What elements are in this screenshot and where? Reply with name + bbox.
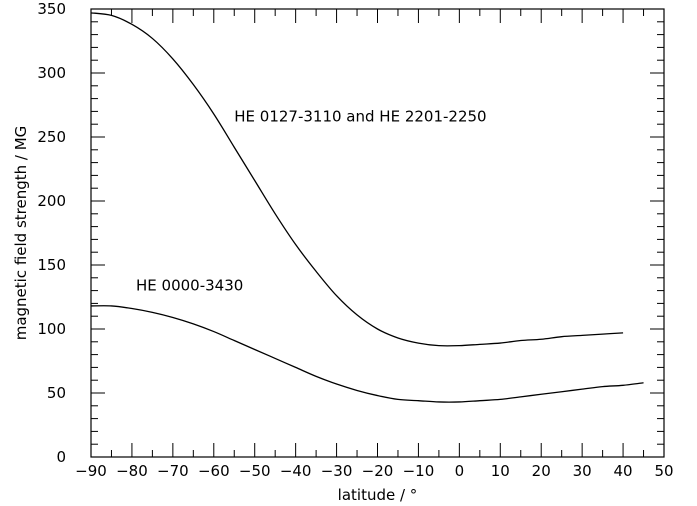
x-tick-label: −80 xyxy=(116,462,148,480)
x-tick-label: −10 xyxy=(403,462,435,480)
x-tick-label: 50 xyxy=(654,462,673,480)
x-tick-label: 0 xyxy=(455,462,465,480)
y-tick-label: 0 xyxy=(56,448,66,466)
x-tick-label: −70 xyxy=(157,462,189,480)
series-annotation-1: HE 0127-3110 and HE 2201-2250 xyxy=(234,108,486,126)
x-tick-label: −90 xyxy=(75,462,107,480)
x-tick-label: −50 xyxy=(239,462,271,480)
x-tick-label: −60 xyxy=(198,462,230,480)
x-tick-label: −20 xyxy=(362,462,394,480)
y-tick-label: 350 xyxy=(37,0,66,18)
x-tick-label: 20 xyxy=(532,462,551,480)
y-tick-label: 150 xyxy=(37,256,66,274)
y-tick-label: 300 xyxy=(37,64,66,82)
x-tick-label: 30 xyxy=(573,462,592,480)
y-tick-label: 250 xyxy=(37,128,66,146)
x-tick-label: 40 xyxy=(614,462,633,480)
series-line-2 xyxy=(90,305,644,403)
y-tick-labels: 0 50 100 150 200 250 300 350 xyxy=(37,0,66,466)
series-lines xyxy=(90,12,644,403)
y-axis-label: magnetic field strength / MG xyxy=(12,126,30,341)
x-tick-label: 10 xyxy=(491,462,510,480)
x-tick-labels: −90 −80 −70 −60 −50 −40 −30 −20 −10 0 10 20 30 40 50 xyxy=(75,462,673,480)
annotations: HE 0127-3110 and HE 2201-2250 HE 0000-343… xyxy=(136,108,487,295)
minor-ticks xyxy=(91,9,664,457)
y-tick-label: 100 xyxy=(37,320,66,338)
x-tick-label: −40 xyxy=(280,462,312,480)
y-tick-label: 200 xyxy=(37,192,66,210)
x-axis-label: latitude / ° xyxy=(338,486,418,504)
x-tick-label: −30 xyxy=(321,462,353,480)
series-annotation-2: HE 0000-3430 xyxy=(136,277,243,295)
series-line-1 xyxy=(90,12,624,347)
y-tick-label: 50 xyxy=(47,384,66,402)
major-ticks xyxy=(90,8,665,458)
